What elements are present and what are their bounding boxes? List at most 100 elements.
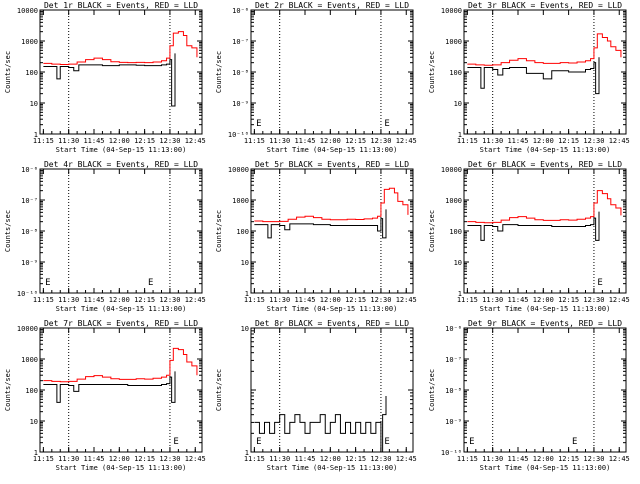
y-axis-label: Counts/sec [215, 369, 223, 411]
panel-det-3: Det 3r BLACK = Events, RED = LLD Counts/s… [428, 1, 630, 154]
x-tick-label: 12:30 [370, 137, 391, 145]
x-tick-label: 11:30 [58, 137, 79, 145]
y-tick-label: 1000 [21, 356, 38, 364]
x-tick-label: 11:45 [83, 296, 104, 304]
x-tick-label: 12:15 [558, 296, 579, 304]
panel-title: Det 2r BLACK = Events, RED = LLD [255, 1, 409, 10]
plot-frame [250, 9, 414, 135]
y-axis-label: Counts/sec [428, 369, 436, 411]
x-tick-label: 12:00 [533, 137, 554, 145]
event-marker-label: E [384, 119, 389, 129]
plot-frame [250, 168, 414, 294]
x-tick-label: 11:15 [457, 296, 478, 304]
event-marker-label: E [384, 437, 389, 447]
x-tick-label: 11:30 [269, 137, 290, 145]
x-tick-label: 12:00 [320, 137, 341, 145]
x-tick-label: 11:45 [294, 137, 315, 145]
x-tick-label: 11:15 [33, 296, 54, 304]
y-tick-label: 1 [245, 290, 249, 298]
panel-title: Det 8r BLACK = Events, RED = LLD [255, 319, 409, 328]
x-tick-label: 11:30 [58, 296, 79, 304]
y-axis-label: Counts/sec [428, 51, 436, 93]
x-tick-label: 12:45 [609, 137, 630, 145]
y-tick-label: 1000 [232, 197, 249, 205]
plot-frame [463, 168, 627, 294]
event-marker-label: E [597, 278, 602, 288]
series-lld [467, 33, 622, 66]
y-tick-label: 10⁻⁸ [21, 228, 38, 236]
x-tick-label: 12:45 [609, 455, 630, 463]
event-marker-label: E [469, 437, 474, 447]
x-tick-label: 12:30 [583, 137, 604, 145]
y-axis-label: Counts/sec [215, 210, 223, 252]
event-marker-label: E [256, 437, 261, 447]
y-tick-label: 100 [25, 69, 38, 77]
x-tick-label: 12:45 [396, 137, 417, 145]
series-events [254, 396, 387, 453]
x-tick-label: 11:15 [457, 137, 478, 145]
x-tick-label: 12:45 [185, 137, 206, 145]
panel-title: Det 4r BLACK = Events, RED = LLD [44, 160, 198, 169]
x-tick-label: 11:30 [482, 137, 503, 145]
event-marker-label: E [148, 278, 153, 288]
x-tick-label: 11:30 [482, 296, 503, 304]
series-lld [254, 187, 409, 223]
y-tick-label: 10⁻¹⁰ [17, 290, 38, 298]
y-axis-label: Counts/sec [215, 51, 223, 93]
plot-frame [250, 327, 414, 453]
series-events [467, 57, 600, 95]
panel-det-7: Det 7r BLACK = Events, RED = LLD Counts/s… [4, 319, 206, 472]
y-tick-label: 10⁻¹⁰ [228, 131, 249, 139]
y-tick-label: 1000 [21, 38, 38, 46]
panel-det-4: Det 4r BLACK = Events, RED = LLD Counts/s… [4, 160, 206, 313]
y-tick-label: 10⁻⁹ [445, 418, 462, 426]
y-tick-label: 1 [34, 449, 38, 457]
panel-title: Det 9r BLACK = Events, RED = LLD [468, 319, 622, 328]
y-tick-label: 10⁻⁹ [232, 100, 249, 108]
x-tick-label: 12:15 [558, 137, 579, 145]
y-tick-label: 100 [449, 69, 462, 77]
y-axis-label: Counts/sec [4, 51, 12, 93]
event-marker-label: E [256, 119, 261, 129]
x-tick-label: 11:30 [269, 455, 290, 463]
plot-frame [463, 327, 627, 453]
x-tick-label: 11:30 [269, 296, 290, 304]
panel-title: Det 1r BLACK = Events, RED = LLD [44, 1, 198, 10]
x-tick-label: 11:45 [507, 296, 528, 304]
y-tick-label: 10 [241, 259, 249, 267]
x-tick-label: 11:45 [507, 137, 528, 145]
panel-det-2: Det 2r BLACK = Events, RED = LLD Counts/s… [215, 1, 417, 154]
x-tick-label: 12:30 [159, 137, 180, 145]
x-tick-label: 12:00 [320, 455, 341, 463]
y-tick-label: 1 [245, 449, 249, 457]
x-axis-label: Start Time (04-Sep-15 11:13:00) [267, 464, 398, 472]
y-tick-label: 10⁻⁶ [232, 7, 249, 15]
x-tick-label: 12:15 [345, 455, 366, 463]
series-lld [43, 31, 198, 65]
y-tick-label: 10000 [17, 7, 38, 15]
y-tick-label: 10⁻⁷ [232, 38, 249, 46]
x-tick-label: 12:30 [370, 455, 391, 463]
event-marker-label: E [173, 437, 178, 447]
x-axis-label: Start Time (04-Sep-15 11:13:00) [480, 464, 611, 472]
y-tick-label: 10000 [17, 325, 38, 333]
y-tick-label: 10⁻⁸ [445, 387, 462, 395]
x-tick-label: 11:45 [507, 455, 528, 463]
series-events [467, 211, 600, 241]
x-tick-label: 12:30 [159, 296, 180, 304]
x-tick-label: 12:30 [583, 455, 604, 463]
y-tick-label: 10⁻¹⁰ [441, 449, 462, 457]
x-tick-label: 12:15 [345, 137, 366, 145]
panel-title: Det 6r BLACK = Events, RED = LLD [468, 160, 622, 169]
y-tick-label: 1000 [445, 38, 462, 46]
plot-frame [39, 9, 203, 135]
y-tick-label: 10⁻⁸ [232, 69, 249, 77]
y-tick-label: 10 [30, 418, 38, 426]
x-tick-label: 11:15 [33, 137, 54, 145]
plot-frame [39, 327, 203, 453]
series-lld [43, 347, 198, 383]
plot-frame [39, 168, 203, 294]
y-tick-label: 10⁻⁹ [21, 259, 38, 267]
x-tick-label: 12:00 [109, 455, 130, 463]
